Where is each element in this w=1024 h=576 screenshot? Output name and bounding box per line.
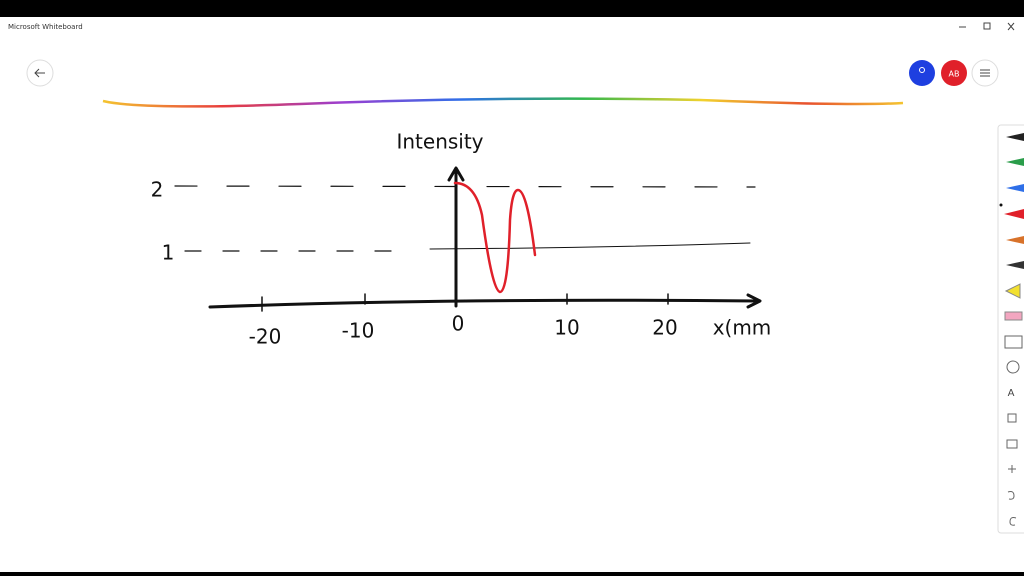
image-tool[interactable] <box>1006 439 1018 449</box>
menu-button[interactable] <box>971 59 999 87</box>
x-label: 0 <box>452 312 465 336</box>
eraser[interactable] <box>1004 311 1023 321</box>
dashed-line-2 <box>174 185 756 188</box>
y-axis <box>447 166 465 308</box>
sketch: Intensity x(mm 2 1 -20 -10 0 10 20 <box>151 130 772 349</box>
avatar-initials: AB <box>949 70 960 79</box>
back-arrow <box>34 68 45 78</box>
pen-black[interactable] <box>1006 133 1024 141</box>
add-tool[interactable] <box>1008 465 1016 473</box>
redo[interactable] <box>1009 517 1017 526</box>
y-label: 1 <box>162 241 175 265</box>
ruler[interactable] <box>1004 335 1023 349</box>
y-label: 2 <box>151 178 164 202</box>
undo[interactable] <box>1007 491 1015 500</box>
title-bar <box>0 17 1024 36</box>
close-button[interactable] <box>1007 22 1015 31</box>
user-button[interactable] <box>909 60 935 86</box>
intensity-curve <box>453 181 537 294</box>
pen-blue[interactable] <box>1006 184 1024 192</box>
x-ticks <box>261 293 669 312</box>
pen-green[interactable] <box>1006 158 1024 166</box>
app-window <box>0 17 1024 572</box>
lasso[interactable] <box>1006 360 1020 374</box>
selected-dot <box>999 203 1003 207</box>
highlighter[interactable] <box>1004 283 1021 299</box>
menu-icon <box>980 69 990 77</box>
user-icon <box>919 67 925 73</box>
x-axis-label: x(mm <box>713 316 772 340</box>
x-label: 20 <box>652 316 677 340</box>
restore-button[interactable] <box>983 22 991 30</box>
x-label: 10 <box>554 316 579 340</box>
toolbar-panel <box>997 124 1024 534</box>
text-tool[interactable]: A <box>1008 388 1015 399</box>
rainbow-stroke <box>102 97 904 108</box>
x-label: -20 <box>249 325 282 349</box>
avatar[interactable] <box>941 60 967 86</box>
pen-red[interactable] <box>1004 209 1024 219</box>
x-axis <box>208 293 762 309</box>
window-title: Microsoft Whiteboard <box>8 23 83 31</box>
pen-dark[interactable] <box>1006 261 1024 269</box>
x-label: -10 <box>342 319 375 343</box>
pen-multi[interactable] <box>1006 236 1024 244</box>
note-tool[interactable] <box>1007 413 1017 423</box>
back-button[interactable] <box>26 59 54 87</box>
toolbar: A <box>997 124 1024 534</box>
y-axis-label: Intensity <box>396 130 483 154</box>
level-line-1 <box>429 242 751 250</box>
